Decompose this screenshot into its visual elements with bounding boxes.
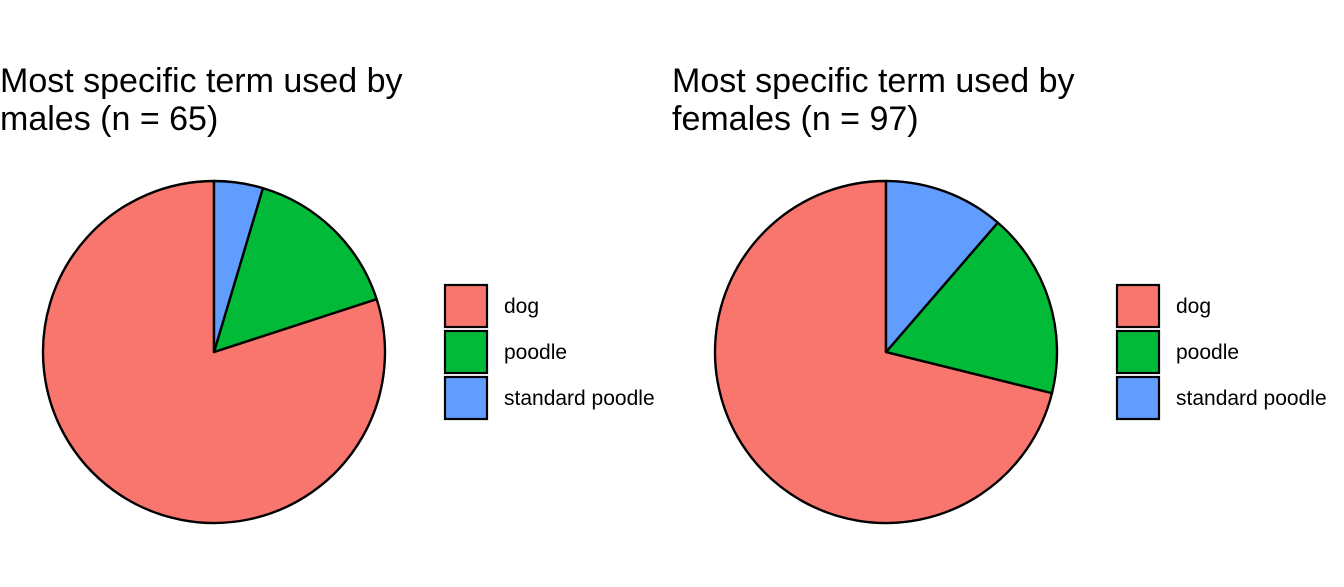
chart-panel-males: Most specific term used by males (n = 65… bbox=[0, 62, 655, 525]
legend-swatch-poodle bbox=[1115, 329, 1161, 375]
chart-title-line-2: females (n = 97) bbox=[672, 100, 919, 138]
legend-swatch-standard-poodle bbox=[443, 375, 489, 421]
legend-swatch-standard-poodle bbox=[1115, 375, 1161, 421]
legend-swatch-dog bbox=[1115, 283, 1161, 329]
chart-title-line-1: Most specific term used by bbox=[0, 62, 402, 100]
pie-slice-standard-poodle bbox=[212, 179, 265, 354]
pie-slice-poodle bbox=[212, 186, 378, 354]
legend: dog poodle standard poodle bbox=[443, 283, 655, 421]
legend-label-standard-poodle: standard poodle bbox=[1176, 387, 1327, 410]
pie-slice-poodle bbox=[884, 221, 1059, 395]
chart-title-line-1: Most specific term used by bbox=[672, 62, 1074, 100]
chart-title-line-2: males (n = 65) bbox=[0, 100, 218, 138]
legend-label-dog: dog bbox=[504, 295, 539, 318]
chart-panel-females: Most specific term used by females (n = … bbox=[672, 62, 1327, 525]
legend-swatch-poodle bbox=[443, 329, 489, 375]
pie-chart bbox=[713, 179, 1059, 525]
pie-slice-dog bbox=[41, 179, 387, 525]
legend-label-dog: dog bbox=[1176, 295, 1211, 318]
legend-label-standard-poodle: standard poodle bbox=[504, 387, 655, 410]
pie-slice-standard-poodle bbox=[884, 179, 999, 354]
pie-chart bbox=[41, 179, 387, 525]
legend-label-poodle: poodle bbox=[1176, 341, 1239, 364]
legend-swatch-dog bbox=[443, 283, 489, 329]
legend: dog poodle standard poodle bbox=[1115, 283, 1327, 421]
legend-label-poodle: poodle bbox=[504, 341, 567, 364]
pie-slice-dog bbox=[713, 179, 1054, 525]
